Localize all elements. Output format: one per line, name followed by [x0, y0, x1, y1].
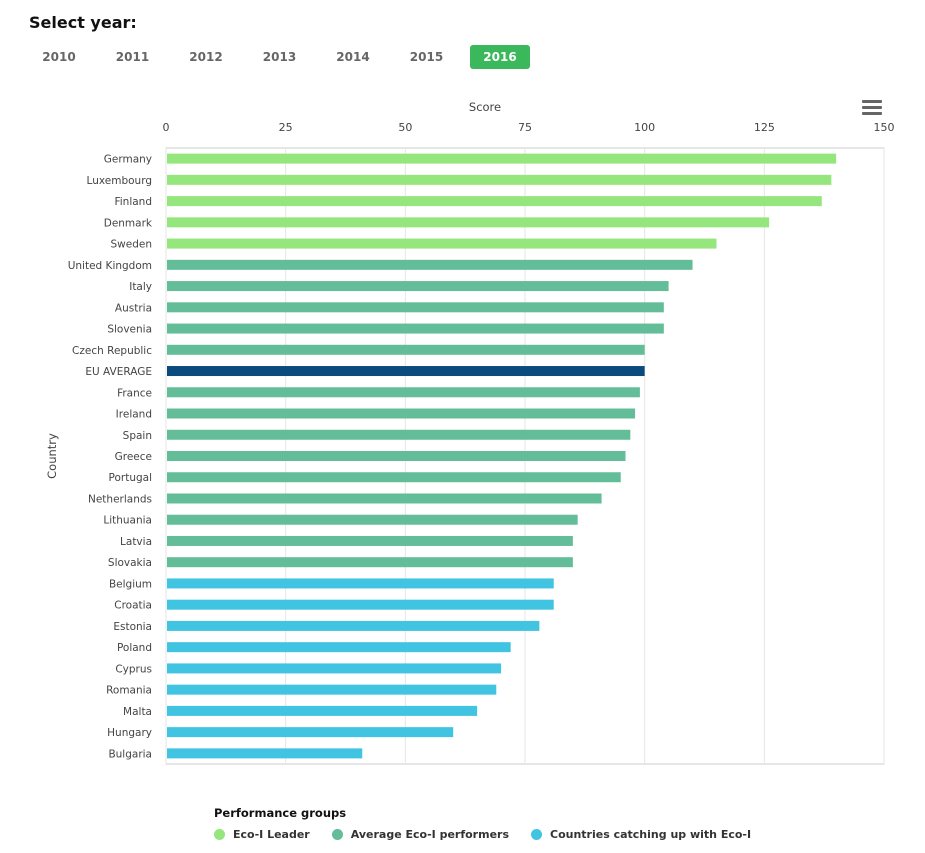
category-label: Cyprus [115, 663, 152, 675]
year-tab-2015[interactable]: 2015 [409, 50, 444, 64]
bar [167, 493, 602, 504]
legend-marker [214, 829, 225, 840]
year-tab-2011[interactable]: 2011 [115, 50, 150, 64]
bar [167, 323, 664, 334]
category-label: Belgium [109, 578, 152, 590]
legend-title: Performance groups [214, 806, 347, 820]
bar [167, 344, 645, 355]
category-label: Bulgaria [108, 748, 152, 760]
x-tick-label: 125 [754, 121, 775, 134]
legend-label: Average Eco-I performers [350, 828, 509, 841]
select-year-title: Select year: [29, 13, 137, 32]
legend-label: Countries catching up with Eco-I [550, 828, 752, 841]
category-label: Croatia [114, 600, 152, 612]
menu-line [862, 106, 882, 109]
bar-chart: 0 25 50 75 100 125 150 Score Country Germany Luxem… [45, 100, 895, 765]
category-label: Italy [129, 281, 152, 293]
menu-line [862, 100, 882, 103]
year-tab-2013[interactable]: 2013 [262, 50, 297, 64]
bar [167, 259, 693, 270]
bar [167, 705, 478, 716]
category-label: United Kingdom [68, 260, 152, 272]
legend: Eco-I Leader Average Eco-I performers Coun… [214, 828, 773, 841]
category-label: Slovakia [108, 557, 152, 569]
category-label: Sweden [111, 239, 153, 251]
category-label: Czech Republic [72, 345, 152, 357]
bar [167, 387, 640, 398]
year-tabs: 2010 2011 2012 2013 2014 2015 2016 [29, 45, 544, 69]
bar [167, 642, 511, 653]
year-tab-2016[interactable]: 2016 [470, 45, 530, 69]
category-label: Lithuania [103, 515, 152, 527]
category-label: Hungary [107, 727, 152, 739]
bar [167, 578, 554, 589]
category-label: Germany [104, 154, 152, 166]
menu-line [862, 112, 882, 115]
bar [167, 429, 631, 440]
x-axis-title: Score [469, 100, 501, 114]
x-tick-label: 50 [398, 121, 412, 134]
x-tick-label: 0 [163, 121, 170, 134]
category-label: EU AVERAGE [85, 366, 152, 378]
bar [167, 408, 636, 419]
x-tick-label: 150 [874, 121, 895, 134]
category-label: France [117, 387, 152, 399]
category-label: Spain [123, 430, 152, 442]
category-label: Malta [123, 706, 152, 718]
category-label: Ireland [116, 409, 152, 421]
bar [167, 238, 717, 249]
bar [167, 620, 540, 631]
category-label: Finland [114, 196, 152, 208]
legend-marker [531, 829, 542, 840]
category-label: Romania [106, 685, 152, 697]
bar [167, 174, 832, 185]
category-label: Portugal [109, 472, 153, 484]
hamburger-menu-icon[interactable] [862, 100, 882, 118]
x-tick-label: 100 [634, 121, 655, 134]
legend-marker [331, 829, 343, 840]
bar [167, 663, 502, 674]
bar [167, 557, 573, 568]
category-label: Latvia [120, 536, 152, 548]
category-label: Greece [115, 451, 152, 463]
legend-label: Eco-I Leader [233, 828, 310, 841]
bar [167, 684, 497, 695]
category-label: Austria [115, 302, 152, 314]
category-label: Netherlands [88, 493, 152, 505]
bar [167, 217, 770, 228]
category-label: Slovenia [107, 324, 152, 336]
bar [167, 196, 822, 207]
bar [167, 535, 573, 546]
category-label: Poland [117, 642, 152, 654]
x-tick-label: 75 [518, 121, 532, 134]
bar [167, 281, 669, 292]
bar [167, 366, 645, 377]
bar [167, 472, 621, 483]
year-tab-2010[interactable]: 2010 [42, 50, 76, 64]
year-tab-2014[interactable]: 2014 [336, 50, 370, 64]
category-label: Luxembourg [87, 175, 152, 187]
y-axis-title: Country [45, 433, 59, 479]
bar [167, 302, 664, 313]
bar [167, 727, 454, 738]
legend-item[interactable]: Average Eco-I performers [331, 828, 509, 841]
x-tick-label: 25 [279, 121, 293, 134]
legend-item[interactable]: Eco-I Leader [214, 828, 310, 841]
year-tab-2012[interactable]: 2012 [189, 50, 223, 64]
bar [167, 153, 837, 164]
category-label: Estonia [113, 621, 152, 633]
bar [167, 748, 363, 759]
bar [167, 451, 626, 461]
category-label: Denmark [104, 217, 153, 229]
legend-item[interactable]: Countries catching up with Eco-I [531, 828, 751, 841]
bar [167, 599, 554, 610]
bar [167, 514, 578, 525]
